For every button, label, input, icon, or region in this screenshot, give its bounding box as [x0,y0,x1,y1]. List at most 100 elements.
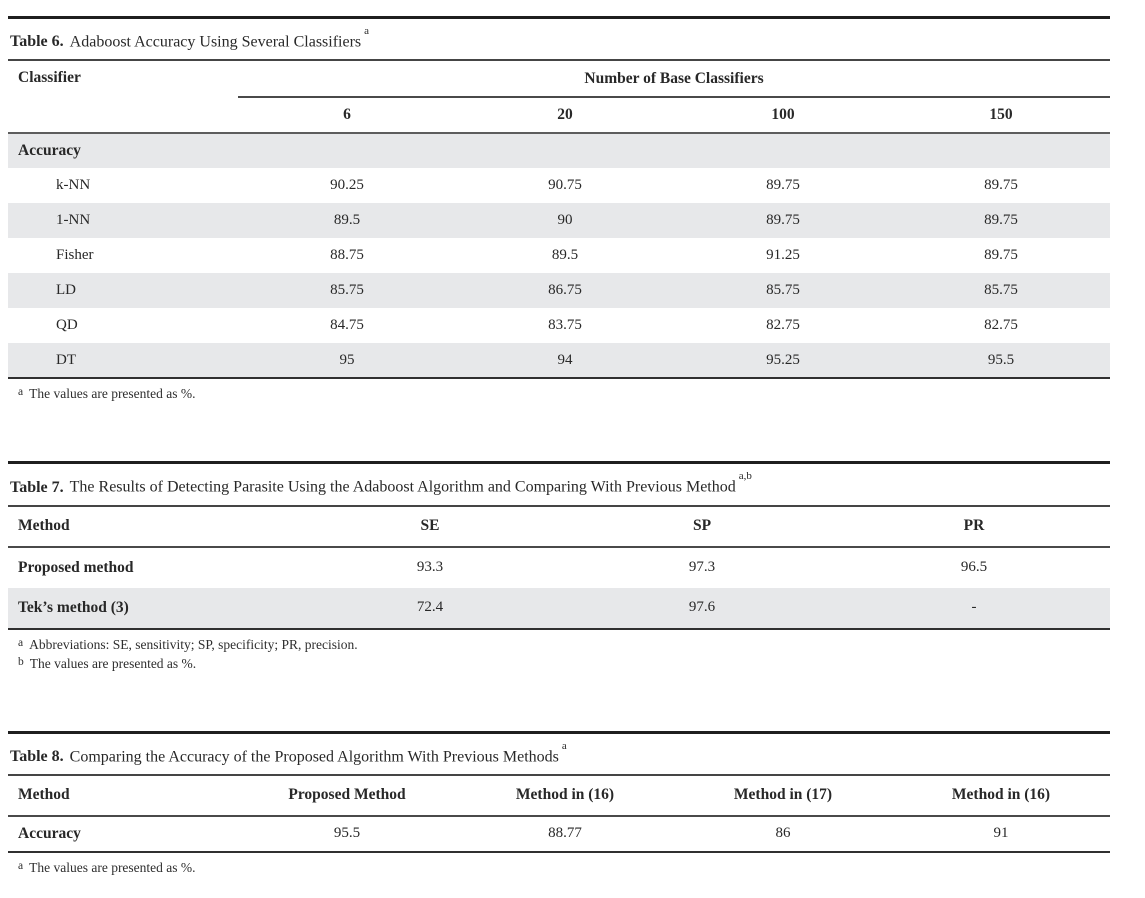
table8-columns-row: Method Proposed Method Method in (16) Me… [8,775,1110,817]
table-row: Fisher 88.75 89.5 91.25 89.75 [8,238,1110,273]
cell-value: 83.75 [548,317,582,334]
table8-col-proposed: Proposed Method [238,775,456,817]
table7-caption-footnote-marker: a,b [738,470,752,483]
table7-corner-header: Method [8,506,294,548]
table6-block: Table 6. Adaboost Accuracy Using Several … [8,16,1110,404]
table6-caption-title: Adaboost Accuracy Using Several Classifi… [69,33,362,51]
cell-value: 89.75 [984,247,1018,264]
cell-value: 93.3 [416,559,444,576]
cell-value: 90.25 [330,177,364,194]
table-row: LD 85.75 86.75 85.75 85.75 [8,273,1110,309]
row-label: k-NN [56,177,91,194]
table7-columns-row: Method SE SP PR [8,506,1110,548]
cell-value: 95.5 [987,351,1015,368]
cell-value: 94 [557,351,573,368]
table-row: QD 84.75 83.75 82.75 82.75 [8,308,1110,343]
footnote: b The values are presented as %. [18,655,1110,674]
cell-value: 84.75 [330,317,364,334]
row-label: Fisher [56,247,94,264]
table8-caption: Table 8. Comparing the Accuracy of the Pr… [8,730,1110,776]
table6-col-150: 150 [989,106,1013,124]
footnote: a The values are presented as %. [18,385,1110,404]
empty-cell [674,133,892,168]
page: { "colors": { "stripe": "#e7e8ea", "text… [0,16,1145,898]
cell-value: 97.3 [688,559,716,576]
cell-value: 90 [557,212,573,229]
table6-caption-footnote-marker: a [364,25,370,37]
empty-cell [456,133,674,168]
table6-col-20: 20 [557,106,573,124]
footnote-text: Abbreviations: SE, sensitivity; SP, spec… [29,636,358,652]
table6-col-6: 6 [343,106,351,124]
cell-value: 82.75 [984,317,1018,334]
table6-header: Classifier Number of Base Classifiers 6 … [8,61,1110,134]
table8-caption-label: Table 8. [10,747,64,765]
table8-col-method16b: Method in (16) [892,775,1110,817]
footnote-marker: a [18,859,24,872]
table-row: 1-NN 89.5 90 89.75 89.75 [8,203,1110,239]
table7-caption-label: Table 7. [10,478,64,496]
table7-body: Proposed method 93.3 97.3 96.5 Tek’s met… [8,547,1110,629]
cell-value: 97.6 [688,599,716,616]
cell-value: 85.75 [984,282,1018,299]
table6-caption: Table 6. Adaboost Accuracy Using Several … [8,16,1110,62]
table8-block: Table 8. Comparing the Accuracy of the Pr… [8,730,1110,878]
paper-page: Table 6. Adaboost Accuracy Using Several … [8,16,1110,878]
cell-value: 85.75 [766,282,800,299]
cell-value: 86 [775,825,791,842]
table6-col-100: 100 [771,106,795,124]
table-row: DT 95 94 95.25 95.5 [8,343,1110,379]
table6-footnotes: a The values are presented as %. [8,379,1110,404]
table8-caption-footnote-marker: a [561,739,567,752]
cell-value: 89.75 [984,177,1018,194]
footnote-text: The values are presented as %. [29,859,196,875]
table8-body: Accuracy 95.5 88.77 86 91 [8,816,1110,852]
table-row: Proposed method 93.3 97.3 96.5 [8,547,1110,588]
table6: Classifier Number of Base Classifiers 6 … [8,61,1110,379]
cell-value: 82.75 [766,317,800,334]
cell-value: 95 [339,351,355,368]
cell-value: 85.75 [330,282,364,299]
cell-value: 88.75 [330,247,364,264]
footnote-text: The values are presented as %. [29,655,197,671]
table6-body: Accuracy k-NN 90.25 90.75 89.75 89.75 1-… [8,133,1110,379]
cell-value: 89.5 [551,247,579,264]
empty-cell [238,133,456,168]
footnote-marker: b [18,655,24,668]
cell-value: 89.75 [984,212,1018,229]
table7-footnotes: a Abbreviations: SE, sensitivity; SP, spe… [8,630,1110,674]
table8: Method Proposed Method Method in (16) Me… [8,775,1110,853]
table-row: k-NN 90.25 90.75 89.75 89.75 [8,168,1110,203]
empty-cell [892,133,1110,168]
table7-col-pr: PR [838,506,1110,548]
table6-group-header-row: Classifier Number of Base Classifiers [8,61,1110,99]
row-label: 1-NN [56,212,91,229]
table7-col-sp: SP [566,506,838,548]
row-label: Proposed method [18,558,134,576]
table8-footnotes: a The values are presented as %. [8,853,1110,878]
table7-block: Table 7. The Results of Detecting Parasit… [8,461,1110,673]
cell-value: 90.75 [548,177,582,194]
row-label: DT [56,351,76,368]
cell-value: 91 [993,825,1009,842]
cell-value: 86.75 [548,282,582,299]
table7: Method SE SP PR Proposed method 93.3 97.… [8,506,1110,630]
cell-value: - [971,599,977,616]
footnote: a The values are presented as %. [18,859,1110,878]
table6-caption-label: Table 6. [10,33,64,51]
table7-caption-title: The Results of Detecting Parasite Using … [69,478,736,496]
cell-value: 89.75 [766,212,800,229]
table7-caption: Table 7. The Results of Detecting Parasit… [8,461,1110,507]
table8-caption-title: Comparing the Accuracy of the Proposed A… [69,747,559,765]
cell-value: 91.25 [766,247,800,264]
table7-header: Method SE SP PR [8,506,1110,548]
table6-group-header: Number of Base Classifiers [238,61,1110,99]
cell-value: 96.5 [960,559,988,576]
table8-header: Method Proposed Method Method in (16) Me… [8,775,1110,817]
table-row: Tek’s method (3) 72.4 97.6 - [8,587,1110,629]
table6-columns-row: 6 20 100 150 [8,97,1110,133]
section-label: Accuracy [18,142,81,160]
table8-col-method16: Method in (16) [456,775,674,817]
table8-corner-header: Method [8,775,238,817]
cell-value: 72.4 [416,599,444,616]
